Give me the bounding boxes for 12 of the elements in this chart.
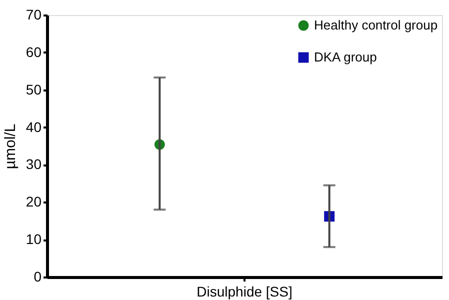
y-tick-label: 10 <box>26 231 42 248</box>
y-tick-label: 0 <box>34 268 42 284</box>
y-axis-title: µmol/L <box>2 124 19 170</box>
y-tick-label: 70 <box>26 6 42 22</box>
y-tick-label: 60 <box>26 44 42 60</box>
y-tick-label: 20 <box>26 194 42 210</box>
y-tick-label: 50 <box>26 81 42 98</box>
legend-label: Healthy control group <box>314 18 438 32</box>
y-tick-label: 30 <box>26 156 42 172</box>
legend-label: DKA group <box>314 50 377 64</box>
y-tick-label: 40 <box>26 118 42 135</box>
x-tick-label: Disulphide [SS] <box>196 284 292 300</box>
